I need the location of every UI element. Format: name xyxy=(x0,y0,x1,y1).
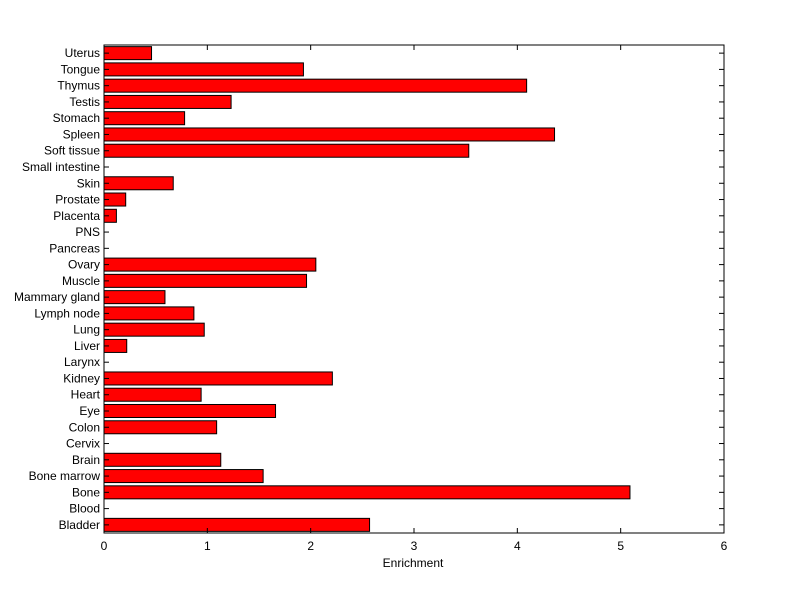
y-tick-label: Eye xyxy=(79,404,100,418)
bar-lymph-node xyxy=(103,306,195,321)
bar-testis xyxy=(103,94,232,109)
y-tick-label: Pancreas xyxy=(49,241,100,255)
y-tick-label: Kidney xyxy=(63,371,100,385)
bar-skin xyxy=(103,176,174,191)
bar-uterus xyxy=(103,46,153,61)
x-tick-labels: 0 1 2 3 4 5 6 xyxy=(101,539,728,553)
y-tick-label: Heart xyxy=(71,388,101,402)
y-tick-label: Stomach xyxy=(53,111,100,125)
bar-tongue xyxy=(103,62,304,77)
y-tick-label: Larynx xyxy=(64,355,100,369)
bar-thymus xyxy=(103,78,528,93)
bar-bone-marrow xyxy=(103,469,264,484)
bar-eye xyxy=(103,403,277,419)
y-tick-label: Testis xyxy=(69,95,100,109)
x-tick-label: 1 xyxy=(204,539,211,553)
y-tick-label: Colon xyxy=(69,420,100,434)
y-tick-label: Thymus xyxy=(57,79,100,93)
bar-soft-tissue xyxy=(103,143,470,158)
y-tick-labels: Bladder Blood Bone Bone marrow Brain Cervix Co… xyxy=(14,46,101,532)
y-tick-label: Bone xyxy=(72,485,100,499)
y-tick-label: Cervix xyxy=(66,437,100,451)
y-tick-label: Muscle xyxy=(62,274,100,288)
y-tick-label: Spleen xyxy=(63,127,100,141)
x-tick-label: 5 xyxy=(617,539,624,553)
y-tick-label: Mammary gland xyxy=(14,290,100,304)
bar-brain xyxy=(103,452,222,467)
x-axis-label: Enrichment xyxy=(383,556,444,570)
y-tick-label: Lung xyxy=(73,323,100,337)
x-tick-label: 0 xyxy=(101,539,108,553)
bar-spleen xyxy=(103,127,556,142)
y-tick-label: PNS xyxy=(75,225,100,239)
bar-bone xyxy=(103,485,631,500)
bar-lung xyxy=(103,322,205,337)
y-tick-label: Liver xyxy=(74,339,100,353)
axes-layer xyxy=(103,44,725,534)
y-tick-label: Bone marrow xyxy=(29,469,101,483)
x-tick-label: 4 xyxy=(514,539,521,553)
y-tick-label: Brain xyxy=(72,453,100,467)
y-tick-label: Tongue xyxy=(61,62,101,76)
bar-muscle xyxy=(103,273,308,288)
bars-layer xyxy=(103,46,631,532)
bar-bladder xyxy=(103,517,371,532)
y-tick-label: Blood xyxy=(69,502,100,516)
x-tick-label: 6 xyxy=(721,539,728,553)
bar-mammary-gland xyxy=(103,290,166,305)
y-tick-label: Soft tissue xyxy=(44,144,100,158)
x-tick-label: 2 xyxy=(307,539,314,553)
bar-stomach xyxy=(103,111,186,126)
y-tick-label: Prostate xyxy=(55,193,100,207)
y-tick-label: Ovary xyxy=(68,258,100,272)
y-tick-label: Uterus xyxy=(65,46,100,60)
y-tick-label: Placenta xyxy=(53,209,100,223)
bar-heart xyxy=(103,387,202,402)
y-tick-label: Skin xyxy=(77,176,100,190)
x-tick-label: 3 xyxy=(411,539,418,553)
y-tick-label: Lymph node xyxy=(34,306,100,320)
y-tick-label: Bladder xyxy=(59,518,100,532)
bar-colon xyxy=(103,420,218,435)
y-tick-label: Small intestine xyxy=(22,160,100,174)
bar-kidney xyxy=(103,371,333,386)
bar-ovary xyxy=(103,257,317,272)
